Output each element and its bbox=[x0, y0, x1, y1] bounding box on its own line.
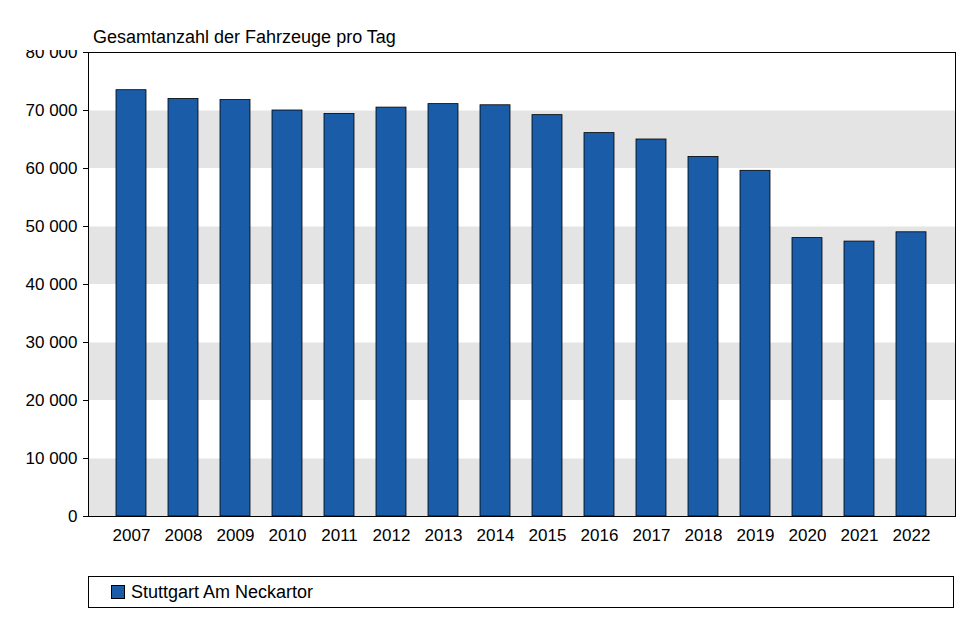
svg-text:2017: 2017 bbox=[633, 526, 671, 545]
svg-text:2009: 2009 bbox=[217, 526, 255, 545]
svg-text:2016: 2016 bbox=[581, 526, 619, 545]
svg-text:50 000: 50 000 bbox=[26, 217, 78, 236]
svg-text:2011: 2011 bbox=[321, 526, 358, 545]
svg-text:2022: 2022 bbox=[893, 526, 931, 545]
svg-text:30 000: 30 000 bbox=[26, 333, 78, 352]
svg-text:20 000: 20 000 bbox=[26, 391, 78, 410]
svg-text:2014: 2014 bbox=[477, 526, 515, 545]
svg-text:2015: 2015 bbox=[529, 526, 567, 545]
html-text:Gesamtanzahl der Fahrzeuge pro: Gesamtanzahl der Fahrzeuge pro Tag bbox=[93, 27, 396, 47]
svg-text:60 000: 60 000 bbox=[26, 159, 78, 178]
svg-text:2010: 2010 bbox=[269, 526, 307, 545]
html-text:Stuttgart Am Neckartor: Stuttgart Am Neckartor bbox=[131, 581, 314, 602]
svg-text:2013: 2013 bbox=[425, 526, 463, 545]
svg-text:10 000: 10 000 bbox=[26, 449, 78, 468]
svg-text:40 000: 40 000 bbox=[26, 275, 78, 294]
svg-text:0: 0 bbox=[68, 507, 77, 526]
svg-text:2008: 2008 bbox=[165, 526, 203, 545]
svg-text:2020: 2020 bbox=[789, 526, 827, 545]
svg-text:2021: 2021 bbox=[841, 526, 879, 545]
svg-text:70 000: 70 000 bbox=[26, 101, 78, 120]
svg-text:2018: 2018 bbox=[685, 526, 723, 545]
svg-text:2019: 2019 bbox=[737, 526, 775, 545]
svg-text:80 000: 80 000 bbox=[26, 50, 78, 62]
svg-text:2007: 2007 bbox=[113, 526, 151, 545]
svg-text:2012: 2012 bbox=[373, 526, 411, 545]
